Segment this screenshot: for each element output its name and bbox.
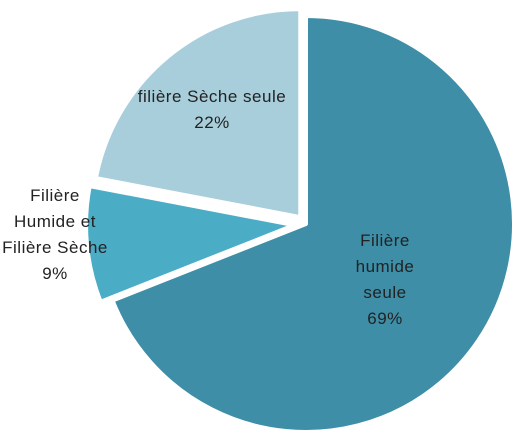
pie-slice bbox=[84, 184, 297, 304]
value-label: 69% bbox=[367, 309, 403, 328]
value-label: 9% bbox=[42, 264, 68, 283]
category-label: Filière Humide et Filière Sèche bbox=[2, 186, 108, 257]
value-label: 22% bbox=[194, 113, 230, 132]
pie-slice bbox=[110, 14, 516, 434]
category-label: Filière humide seule bbox=[355, 231, 415, 302]
category-label: filière Sèche seule bbox=[137, 87, 287, 106]
slice-label: Filière Humide et Filière Sèche 9% bbox=[0, 183, 110, 287]
slice-label: Filière humide seule 69% bbox=[335, 228, 435, 332]
slice-label: filière Sèche seule 22% bbox=[132, 84, 292, 136]
pie-slice bbox=[93, 7, 303, 220]
